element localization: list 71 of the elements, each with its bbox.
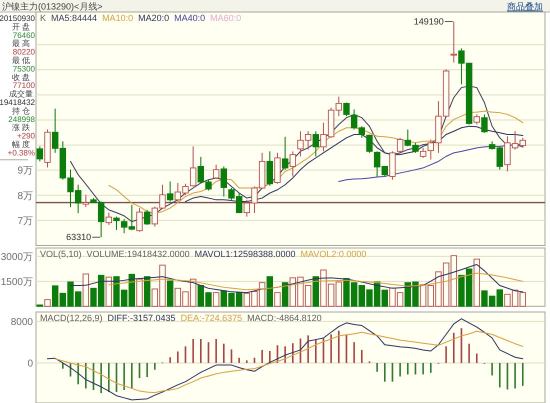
legend-label: MA60:0 bbox=[210, 13, 242, 23]
bar bbox=[282, 282, 288, 307]
candlestick bbox=[481, 114, 488, 134]
series-label: VOLUME:19418432.0000 bbox=[86, 249, 190, 259]
text: DEA:-724.6375 bbox=[180, 313, 242, 323]
text: 涨 跌 bbox=[12, 123, 30, 132]
chart-title: 沪镍主力(013290)<月线> bbox=[2, 2, 103, 12]
text: 开 盘 bbox=[12, 22, 30, 32]
candlestick bbox=[312, 130, 320, 157]
series-label: MACD:-4864.8120 bbox=[247, 313, 322, 323]
y-tick-label: 8000 bbox=[10, 316, 34, 328]
candlestick bbox=[144, 209, 150, 226]
text: 76460 bbox=[12, 30, 36, 40]
candlestick bbox=[166, 180, 174, 202]
text: MA5:84444 bbox=[51, 13, 98, 23]
candlestick bbox=[420, 147, 426, 158]
text: 持 仓 bbox=[12, 106, 30, 116]
text: 商品叠加 bbox=[507, 2, 543, 12]
y-tick-label: 0 bbox=[27, 358, 34, 370]
text: MA10:0 bbox=[102, 13, 134, 23]
text: 77100 bbox=[12, 81, 36, 90]
text: 幅 度 bbox=[12, 140, 30, 149]
text: 75300 bbox=[12, 64, 36, 74]
bar bbox=[144, 276, 150, 307]
text: 19418432 bbox=[0, 98, 36, 107]
annotation: MACD(12,26,9) bbox=[40, 313, 103, 323]
annotation: 63310 bbox=[66, 232, 92, 242]
y-tick-label: 7万 bbox=[17, 216, 33, 227]
candlestick bbox=[36, 146, 44, 162]
candlestick bbox=[220, 166, 228, 198]
text: 成交量 bbox=[9, 90, 33, 99]
text: 248998 bbox=[8, 114, 36, 124]
candlestick bbox=[136, 208, 143, 232]
text: MAVOL1:12598388.0000 bbox=[194, 249, 296, 259]
candlestick bbox=[474, 114, 480, 125]
candlestick bbox=[282, 136, 288, 170]
text: MAVOL2:0.0000 bbox=[300, 249, 366, 259]
bar bbox=[166, 280, 174, 307]
annotation: K bbox=[40, 13, 46, 23]
line-series bbox=[70, 264, 524, 294]
candlestick bbox=[212, 164, 220, 180]
text: 最 低 bbox=[12, 56, 30, 65]
y-tick-label: 1500万 bbox=[0, 276, 33, 288]
annotation: 149190 bbox=[414, 16, 444, 27]
annotation: VOL(5,10) bbox=[40, 249, 82, 259]
y-tick-label: 8万 bbox=[17, 190, 33, 202]
bar bbox=[312, 276, 320, 307]
candlestick bbox=[82, 194, 90, 208]
y-tick-label: 3000万 bbox=[0, 252, 33, 263]
text: 收 盘 bbox=[12, 72, 30, 82]
candlestick bbox=[113, 216, 120, 230]
candlestick bbox=[396, 137, 404, 154]
candlestick bbox=[366, 134, 373, 154]
candlestick bbox=[290, 150, 296, 177]
text: 80220 bbox=[12, 48, 36, 57]
candlestick bbox=[266, 150, 274, 186]
text: +0.38% bbox=[8, 148, 35, 158]
text: 20150930 bbox=[0, 14, 36, 23]
text: MA40:0 bbox=[174, 13, 206, 23]
y-tick-label: 9万 bbox=[17, 166, 33, 177]
candlestick bbox=[389, 150, 396, 180]
candlestick bbox=[190, 146, 196, 187]
text: DIFF:-3157.0435 bbox=[108, 313, 176, 323]
text: 最 高 bbox=[12, 39, 30, 48]
line-series bbox=[54, 330, 524, 394]
candlestick bbox=[450, 21, 457, 63]
text: MA20:0 bbox=[138, 13, 170, 23]
candlestick bbox=[106, 212, 112, 226]
line-series bbox=[108, 272, 524, 290]
bar bbox=[266, 276, 274, 307]
text: +290 bbox=[16, 132, 36, 141]
